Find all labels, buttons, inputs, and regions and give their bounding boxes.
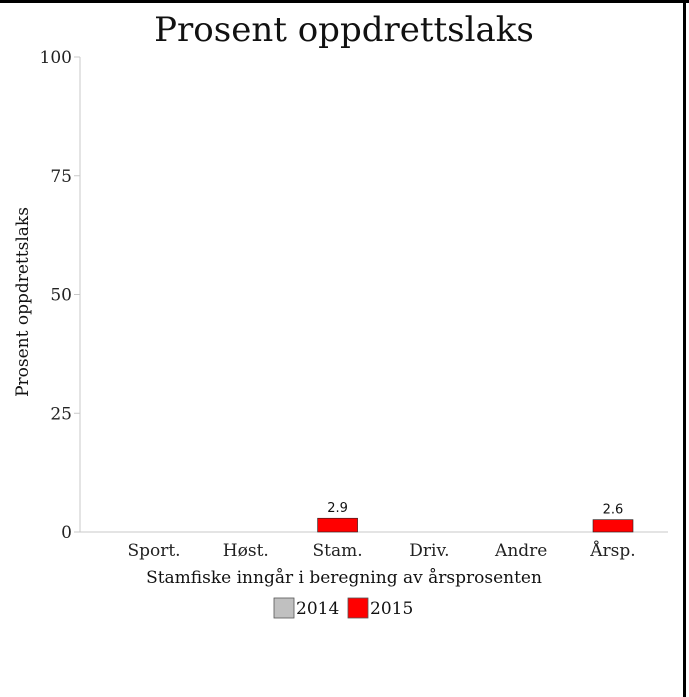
top-border-line: [0, 0, 689, 3]
legend-swatch-2015: [347, 597, 369, 619]
y-axis-title: Prosent oppdrettslaks: [13, 207, 33, 397]
y-tick-label: 25: [50, 404, 72, 424]
x-tick-label: Andre: [494, 541, 547, 561]
bars-group: [317, 517, 634, 533]
bar-2015-Årsp.: [592, 519, 634, 533]
legend-label-2015: 2015: [370, 599, 413, 619]
y-tick-label: 100: [40, 48, 72, 68]
chart-title: Prosent oppdrettslaks: [154, 10, 534, 50]
legend-swatch-2014: [273, 597, 295, 619]
x-tick-label: Høst.: [223, 541, 269, 561]
x-tick-label: Årsp.: [589, 540, 635, 561]
x-tick-label: Stam.: [313, 541, 363, 561]
y-axis-ticks: 0 25 50 75 100: [40, 48, 80, 543]
y-tick-label: 50: [50, 286, 72, 306]
x-tick-label: Sport.: [127, 541, 180, 561]
legend-label-2014: 2014: [296, 599, 339, 619]
x-tick-label: Driv.: [409, 541, 449, 561]
data-labels-group: 2.9 2.6: [327, 501, 623, 517]
y-tick-label: 0: [61, 523, 72, 543]
x-axis-title: Stamfiske inngår i beregning av årsprose…: [146, 568, 542, 588]
right-border-line: [683, 0, 686, 697]
data-label: 2.9: [327, 501, 348, 516]
legend: 2014 2015: [273, 597, 413, 619]
x-axis-ticks: Sport. Høst. Stam. Driv. Andre Årsp.: [127, 540, 635, 561]
bar-2015-Stam.: [317, 517, 358, 533]
data-label: 2.6: [603, 503, 624, 518]
y-tick-label: 75: [50, 167, 72, 187]
